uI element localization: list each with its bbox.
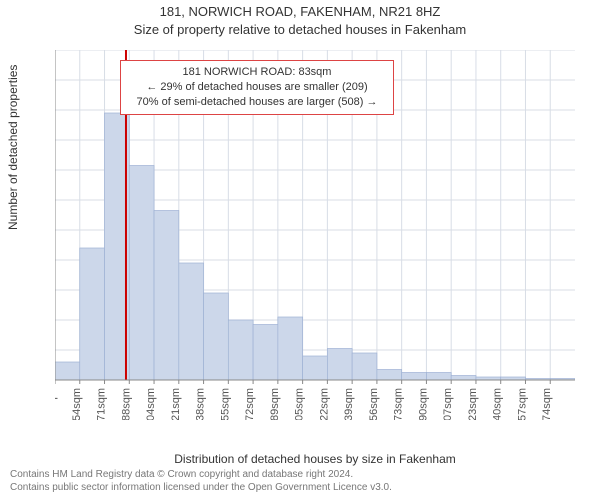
attribution-line-1: Contains HM Land Registry data © Crown c…	[10, 468, 590, 481]
attribution-line-2: Contains public sector information licen…	[10, 481, 590, 494]
svg-text:155sqm: 155sqm	[219, 388, 231, 420]
svg-text:189sqm: 189sqm	[269, 388, 281, 420]
bar	[80, 248, 105, 380]
svg-text:71sqm: 71sqm	[96, 388, 108, 420]
svg-text:323sqm: 323sqm	[467, 388, 479, 420]
svg-text:290sqm: 290sqm	[417, 388, 429, 420]
svg-text:104sqm: 104sqm	[145, 388, 157, 420]
annotation-line-1: 181 NORWICH ROAD: 83sqm	[127, 65, 387, 80]
chart-subtitle: Size of property relative to detached ho…	[0, 22, 600, 37]
svg-text:205sqm: 205sqm	[294, 388, 306, 420]
svg-text:374sqm: 374sqm	[541, 388, 553, 420]
svg-text:54sqm: 54sqm	[71, 388, 83, 420]
bar	[303, 356, 328, 380]
svg-text:37sqm: 37sqm	[55, 388, 58, 420]
svg-text:307sqm: 307sqm	[442, 388, 454, 420]
svg-text:138sqm: 138sqm	[195, 388, 207, 420]
annotation-box: 181 NORWICH ROAD: 83sqm ← 29% of detache…	[120, 60, 394, 115]
bar	[55, 362, 80, 380]
svg-text:357sqm: 357sqm	[516, 388, 528, 420]
bar	[377, 370, 402, 381]
svg-text:222sqm: 222sqm	[318, 388, 330, 420]
bar	[179, 263, 204, 380]
svg-text:88sqm: 88sqm	[120, 388, 132, 420]
bar	[228, 320, 253, 380]
svg-text:121sqm: 121sqm	[170, 388, 182, 420]
bar	[204, 293, 229, 380]
bar	[327, 349, 352, 381]
y-axis-label: Number of detached properties	[6, 65, 20, 230]
bar	[426, 373, 451, 381]
bar	[129, 166, 154, 381]
bar	[352, 353, 377, 380]
x-axis-ticks: 37sqm 54sqm 71sqm 88sqm 104sqm 121sqm 138sqm 15…	[55, 380, 553, 420]
svg-text:239sqm: 239sqm	[343, 388, 355, 420]
bar	[402, 373, 427, 381]
attribution: Contains HM Land Registry data © Crown c…	[10, 468, 590, 494]
histogram-bars	[55, 113, 575, 380]
bar	[451, 376, 476, 381]
svg-text:256sqm: 256sqm	[368, 388, 380, 420]
svg-text:172sqm: 172sqm	[244, 388, 256, 420]
x-axis-label: Distribution of detached houses by size …	[55, 452, 575, 466]
bar	[154, 211, 179, 381]
bar	[253, 325, 278, 381]
svg-text:273sqm: 273sqm	[393, 388, 405, 420]
annotation-line-3: 70% of semi-detached houses are larger (…	[127, 95, 387, 110]
bar	[278, 317, 303, 380]
svg-text:340sqm: 340sqm	[492, 388, 504, 420]
annotation-line-2: ← 29% of detached houses are smaller (20…	[127, 80, 387, 95]
chart-title: 181, NORWICH ROAD, FAKENHAM, NR21 8HZ	[0, 4, 600, 19]
chart-container: { "title":"181, NORWICH ROAD, FAKENHAM, …	[0, 0, 600, 500]
